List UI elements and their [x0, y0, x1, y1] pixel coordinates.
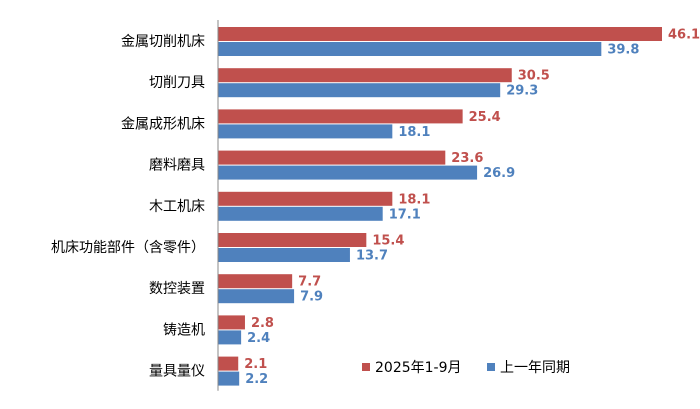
- legend-swatch: [487, 363, 495, 371]
- bar: [218, 206, 383, 221]
- value-label: 2.4: [247, 331, 270, 346]
- category-label: 数控装置: [149, 281, 205, 297]
- bar: [218, 330, 242, 345]
- bar: [218, 27, 662, 41]
- legend-label: 上一年同期: [500, 360, 570, 376]
- value-label: 2.8: [251, 316, 274, 331]
- value-label: 46.1: [668, 28, 700, 43]
- value-label: 7.7: [298, 275, 321, 290]
- bar: [218, 150, 446, 165]
- bar: [218, 83, 501, 98]
- bar: [218, 109, 463, 124]
- category-label: 量具量仪: [149, 364, 205, 380]
- bar: [218, 68, 512, 83]
- legend-label: 2025年1-9月: [375, 360, 462, 376]
- value-label: 30.5: [518, 69, 550, 84]
- bar: [218, 315, 245, 330]
- value-label: 39.8: [607, 43, 639, 58]
- category-label: 木工机床: [149, 199, 205, 215]
- value-label: 18.1: [398, 192, 430, 207]
- value-label: 25.4: [469, 110, 501, 125]
- value-label: 2.2: [245, 372, 268, 387]
- bar: [218, 191, 393, 206]
- value-label: 29.3: [506, 84, 538, 99]
- bar: [218, 165, 478, 180]
- value-label: 18.1: [398, 125, 430, 140]
- value-label: 17.1: [389, 207, 421, 222]
- bar: [218, 42, 602, 56]
- bar: [218, 356, 239, 371]
- value-label: 13.7: [356, 249, 388, 264]
- category-label: 铸造机: [163, 322, 205, 338]
- value-label: 23.6: [451, 151, 483, 166]
- bar: [218, 248, 350, 262]
- bar: [218, 124, 393, 139]
- value-label: 26.9: [483, 166, 515, 181]
- value-label: 7.9: [300, 290, 323, 305]
- value-label: 15.4: [372, 234, 404, 249]
- category-label: 金属切削机床: [121, 34, 205, 50]
- bar: [218, 233, 367, 247]
- legend-swatch: [362, 363, 370, 371]
- bar: [218, 371, 240, 386]
- category-label: 切削刀具: [149, 75, 205, 91]
- category-label: 机床功能部件（含零件）: [51, 240, 205, 256]
- bar: [218, 274, 293, 289]
- value-label: 2.1: [244, 357, 267, 372]
- category-label: 磨料磨具: [149, 158, 205, 174]
- category-label: 金属成形机床: [121, 116, 205, 132]
- bar: [218, 289, 295, 304]
